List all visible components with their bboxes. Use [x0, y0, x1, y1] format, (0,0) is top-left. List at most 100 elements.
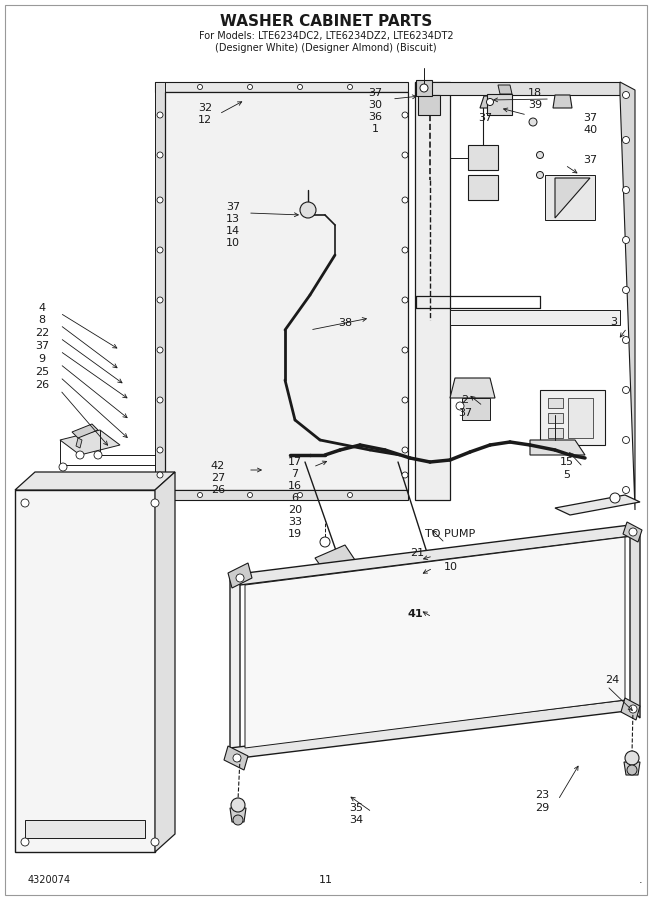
Text: 34: 34: [349, 815, 363, 825]
Polygon shape: [555, 178, 590, 218]
Polygon shape: [620, 82, 635, 510]
Text: .: .: [638, 875, 642, 885]
Circle shape: [151, 499, 159, 507]
Circle shape: [623, 337, 629, 344]
Text: 3: 3: [610, 317, 617, 327]
Text: WASHER CABINET PARTS: WASHER CABINET PARTS: [220, 14, 432, 30]
Circle shape: [297, 492, 303, 498]
Circle shape: [157, 447, 163, 453]
Circle shape: [625, 751, 639, 765]
Circle shape: [402, 397, 408, 403]
Polygon shape: [623, 522, 642, 542]
Polygon shape: [498, 85, 512, 94]
Polygon shape: [555, 495, 640, 515]
Circle shape: [629, 705, 637, 713]
Bar: [468, 145, 498, 170]
Text: 24: 24: [605, 675, 619, 685]
Circle shape: [94, 451, 102, 459]
Bar: [548, 428, 563, 438]
Text: 17: 17: [288, 457, 302, 467]
Text: 35: 35: [349, 803, 363, 813]
Polygon shape: [76, 438, 82, 448]
Circle shape: [157, 397, 163, 403]
Circle shape: [157, 152, 163, 158]
Text: 12: 12: [198, 115, 212, 125]
Circle shape: [537, 151, 544, 158]
Text: 37: 37: [478, 113, 492, 123]
Bar: [568, 398, 593, 438]
Circle shape: [623, 92, 629, 98]
Circle shape: [402, 472, 408, 478]
Circle shape: [529, 118, 537, 126]
Text: 32: 32: [198, 103, 212, 113]
Circle shape: [157, 247, 163, 253]
Polygon shape: [624, 762, 640, 775]
Text: 40: 40: [583, 125, 597, 135]
Polygon shape: [230, 575, 240, 758]
Circle shape: [623, 137, 629, 143]
Text: 27: 27: [211, 473, 225, 483]
Polygon shape: [230, 525, 640, 585]
Circle shape: [623, 237, 629, 244]
Text: 11: 11: [319, 875, 333, 885]
Circle shape: [348, 492, 353, 498]
Circle shape: [402, 197, 408, 203]
Text: 37: 37: [368, 88, 382, 98]
Text: 21: 21: [410, 548, 424, 558]
Circle shape: [157, 297, 163, 303]
Circle shape: [623, 436, 629, 444]
Polygon shape: [621, 698, 640, 720]
Polygon shape: [15, 490, 155, 852]
Circle shape: [402, 247, 408, 253]
Polygon shape: [72, 424, 98, 438]
Text: TO PUMP: TO PUMP: [425, 529, 475, 539]
Text: 13: 13: [226, 214, 240, 224]
Polygon shape: [228, 563, 252, 588]
Polygon shape: [416, 80, 432, 96]
Circle shape: [623, 186, 629, 194]
Text: 37: 37: [226, 202, 240, 212]
Text: 22: 22: [35, 328, 49, 338]
Bar: [540, 390, 605, 445]
Bar: [548, 413, 563, 423]
Circle shape: [21, 499, 29, 507]
Polygon shape: [553, 95, 572, 108]
Polygon shape: [530, 440, 585, 455]
Text: 7: 7: [291, 469, 299, 479]
Polygon shape: [155, 82, 165, 490]
Polygon shape: [450, 378, 495, 398]
Circle shape: [76, 451, 84, 459]
Text: For Models: LTE6234DC2, LTE6234DZ2, LTE6234DT2: For Models: LTE6234DC2, LTE6234DZ2, LTE6…: [199, 31, 453, 41]
Circle shape: [300, 202, 316, 218]
Text: 4: 4: [38, 303, 46, 313]
Text: 30: 30: [368, 100, 382, 110]
Text: 36: 36: [368, 112, 382, 122]
Text: (Designer White) (Designer Almond) (Biscuit): (Designer White) (Designer Almond) (Bisc…: [215, 43, 437, 53]
Circle shape: [157, 197, 163, 203]
Circle shape: [402, 152, 408, 158]
Circle shape: [420, 84, 428, 92]
Circle shape: [233, 815, 243, 825]
Text: 19: 19: [288, 529, 302, 539]
Circle shape: [402, 112, 408, 118]
Text: 38: 38: [338, 318, 352, 328]
Circle shape: [157, 472, 163, 478]
Polygon shape: [60, 430, 120, 455]
Text: 26: 26: [211, 485, 225, 495]
Bar: [25, 820, 145, 838]
Bar: [548, 398, 563, 408]
Polygon shape: [480, 96, 500, 108]
Circle shape: [486, 98, 494, 105]
Polygon shape: [165, 92, 408, 490]
Polygon shape: [245, 537, 625, 748]
Text: 41: 41: [408, 609, 422, 619]
Circle shape: [157, 112, 163, 118]
Circle shape: [198, 85, 203, 89]
Circle shape: [157, 347, 163, 353]
Circle shape: [627, 765, 637, 775]
Polygon shape: [230, 808, 246, 822]
Bar: [468, 175, 498, 200]
Text: 14: 14: [226, 226, 240, 236]
Circle shape: [537, 172, 544, 178]
Text: 33: 33: [288, 517, 302, 527]
